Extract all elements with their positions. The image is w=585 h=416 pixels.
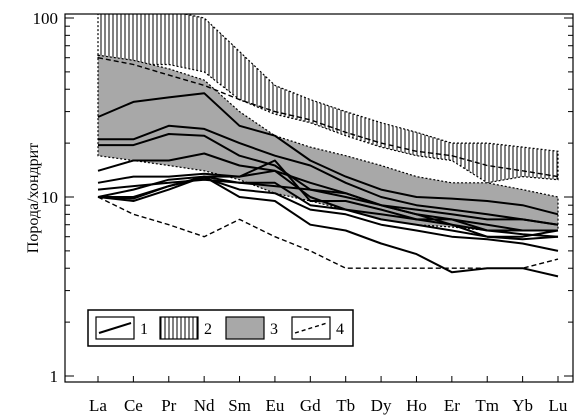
- legend-entry-4: 4: [291, 316, 344, 340]
- series-line-4: [97, 152, 558, 232]
- x-tick-label: Nd: [194, 396, 215, 415]
- x-tick-label: Tb: [336, 396, 355, 415]
- y-tick-label: 100: [33, 9, 59, 28]
- legend-entry-2: 2: [159, 316, 212, 340]
- y-axis-label: Порода/хондрит: [25, 143, 42, 253]
- x-tick-label: Ho: [406, 396, 427, 415]
- series-line-2: [98, 124, 559, 226]
- legend-swatch-line: [294, 322, 328, 334]
- legend-entry-3: 3: [225, 316, 278, 340]
- x-tick-label: Gd: [300, 396, 321, 415]
- x-tick-label: Lu: [549, 396, 568, 415]
- field-band-2: [97, 14, 559, 184]
- legend-swatch: [159, 316, 199, 340]
- x-tick-label: Er: [444, 396, 460, 415]
- legend-label: 1: [140, 321, 148, 338]
- legend-label: 4: [336, 321, 344, 338]
- x-tick-label: Pr: [161, 396, 176, 415]
- legend-swatch-line: [98, 322, 132, 334]
- legend-entry-1: 1: [95, 316, 148, 340]
- plot-frame: [64, 13, 574, 383]
- series-line-3: [98, 133, 559, 226]
- x-tick-label: Ce: [124, 396, 143, 415]
- legend-label: 2: [204, 321, 212, 338]
- series-line-6: [97, 178, 559, 238]
- x-tick-label: Dy: [371, 396, 392, 415]
- y-tick-label: 1: [50, 367, 59, 386]
- series-line-12: [97, 57, 559, 178]
- series-line-9: [97, 176, 559, 252]
- x-tick-label: Tm: [475, 396, 499, 415]
- x-tick-label: Yb: [512, 396, 533, 415]
- legend-swatch: [225, 316, 265, 340]
- x-tick-label: La: [89, 396, 107, 415]
- x-tick-label: Eu: [265, 396, 284, 415]
- legend-label: 3: [270, 321, 278, 338]
- series-line-1: [97, 92, 559, 216]
- y-tick-label: 10: [41, 188, 58, 207]
- x-tick-label: Sm: [228, 396, 251, 415]
- series-line-11: [97, 196, 559, 269]
- series-line-10: [97, 175, 559, 278]
